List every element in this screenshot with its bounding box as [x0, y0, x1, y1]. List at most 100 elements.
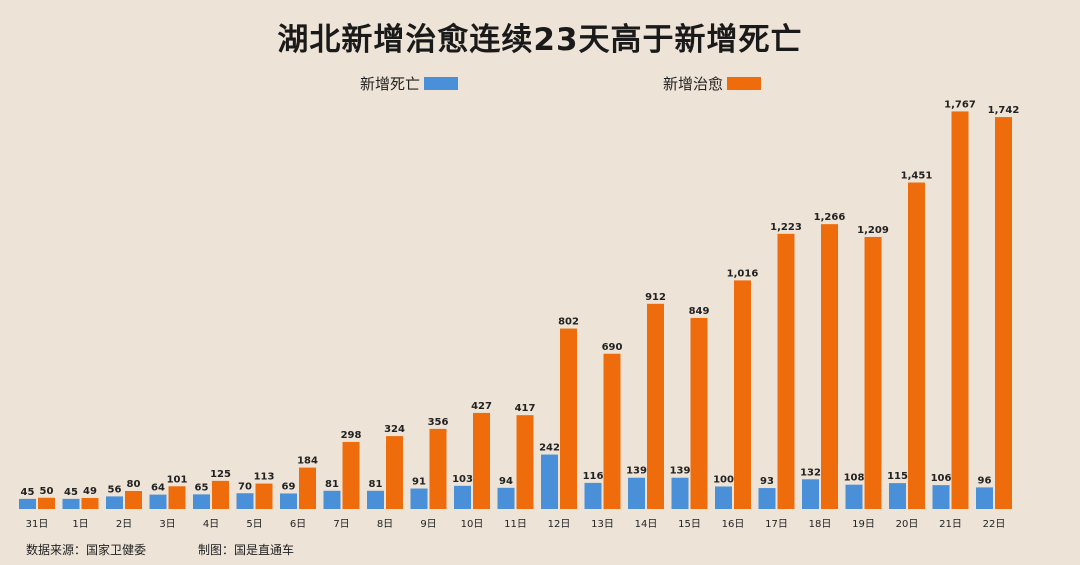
bar-deaths-15 [671, 477, 689, 509]
bar-deaths-6 [280, 493, 297, 509]
label-cures-1: 49 [83, 486, 97, 497]
x-tick-18: 18日 [809, 519, 832, 530]
label-cures-2: 80 [127, 479, 141, 490]
x-tick-20: 20日 [896, 519, 919, 530]
x-tick-1: 1日 [72, 519, 88, 530]
bar-deaths-9 [410, 488, 428, 509]
x-tick-11: 11日 [504, 519, 527, 530]
bar-cures-11 [516, 415, 534, 509]
x-tick-14: 14日 [635, 519, 658, 530]
bar-deaths-16 [715, 486, 732, 509]
bar-cures-15 [690, 317, 708, 509]
bar-deaths-18 [802, 479, 819, 509]
legend-cures-swatch [727, 76, 762, 90]
label-deaths-6: 69 [282, 481, 296, 492]
legend-deaths-label: 新增死亡 [360, 74, 421, 93]
label-deaths-10: 103 [452, 474, 473, 485]
label-deaths-12: 242 [539, 443, 560, 454]
bar-deaths-17 [758, 488, 776, 509]
bar-cures-1 [81, 497, 99, 509]
bar-cures-13 [603, 353, 621, 509]
label-cures-17: 1,223 [770, 222, 802, 233]
label-deaths-4: 65 [195, 482, 209, 493]
label-cures-18: 1,266 [814, 212, 846, 223]
label-cures-3: 101 [167, 474, 188, 485]
label-deaths-5: 70 [238, 481, 252, 492]
bar-deaths-10 [454, 485, 471, 509]
legend-deaths: 新增死亡 [360, 73, 459, 93]
label-cures-10: 427 [471, 401, 492, 412]
bar-cures-6 [299, 467, 316, 509]
label-deaths-18: 132 [800, 467, 821, 478]
x-tick-19: 19日 [852, 519, 875, 530]
bar-deaths-5 [236, 493, 254, 509]
label-cures-6: 184 [297, 456, 318, 467]
label-deaths-0: 45 [21, 487, 35, 498]
bar-cures-4 [212, 480, 229, 509]
x-tick-6: 6日 [290, 519, 306, 530]
bar-deaths-0 [19, 498, 36, 509]
label-cures-15: 849 [689, 306, 710, 317]
x-tick-2: 2日 [116, 519, 132, 530]
x-tick-4: 4日 [203, 519, 219, 530]
bar-deaths-22 [976, 487, 993, 509]
label-deaths-11: 94 [499, 476, 513, 487]
bar-cures-18 [821, 224, 838, 509]
bar-deaths-11 [497, 487, 515, 509]
label-deaths-19: 108 [844, 473, 865, 484]
label-deaths-3: 64 [151, 483, 165, 494]
x-tick-10: 10日 [461, 519, 484, 530]
bar-deaths-21 [932, 485, 950, 509]
bar-deaths-3 [149, 494, 167, 509]
bar-cures-0 [38, 497, 55, 509]
label-cures-4: 125 [210, 469, 231, 480]
label-deaths-17: 93 [760, 476, 774, 487]
bar-deaths-19 [845, 484, 863, 509]
x-tick-12: 12日 [548, 519, 571, 530]
label-cures-7: 298 [341, 430, 362, 441]
label-cures-19: 1,209 [857, 225, 889, 236]
label-cures-14: 912 [645, 292, 666, 303]
label-deaths-9: 91 [412, 477, 426, 488]
label-cures-12: 802 [558, 317, 579, 328]
label-deaths-14: 139 [626, 466, 647, 477]
x-tick-21: 21日 [939, 519, 962, 530]
bar-deaths-20 [889, 483, 906, 509]
x-tick-13: 13日 [591, 519, 614, 530]
bar-deaths-12 [541, 454, 558, 509]
x-tick-9: 9日 [420, 519, 436, 530]
bar-cures-12 [560, 328, 577, 509]
legend-cures: 新增治愈 [663, 73, 762, 93]
x-tick-7: 7日 [333, 519, 349, 530]
label-deaths-22: 96 [978, 475, 992, 486]
label-cures-8: 324 [384, 424, 405, 435]
bar-deaths-14 [628, 477, 645, 509]
label-deaths-13: 116 [583, 471, 604, 482]
label-deaths-20: 115 [887, 471, 908, 482]
bar-deaths-2 [106, 496, 123, 509]
label-cures-13: 690 [602, 342, 623, 353]
bar-cures-22 [995, 117, 1012, 510]
bar-cures-9 [429, 428, 447, 509]
bar-cures-7 [342, 441, 360, 509]
label-cures-9: 356 [428, 417, 449, 428]
footer-credit: 制图：国是直通车 [198, 543, 295, 557]
x-tick-22: 22日 [983, 519, 1006, 530]
x-tick-15: 15日 [678, 519, 701, 530]
x-tick-17: 17日 [765, 519, 788, 530]
bar-cures-5 [255, 483, 273, 509]
label-deaths-16: 100 [713, 475, 734, 486]
x-tick-0: 31日 [26, 519, 49, 530]
label-deaths-1: 45 [64, 487, 78, 498]
bar-cures-19 [864, 236, 882, 509]
legend-cures-label: 新增治愈 [663, 74, 724, 93]
bar-cures-8 [386, 436, 403, 509]
bar-deaths-1 [62, 498, 80, 509]
bar-cures-14 [647, 303, 664, 509]
label-cures-22: 1,742 [988, 105, 1020, 116]
bar-cures-20 [908, 182, 925, 509]
x-tick-3: 3日 [159, 519, 175, 530]
label-cures-16: 1,016 [727, 268, 759, 279]
